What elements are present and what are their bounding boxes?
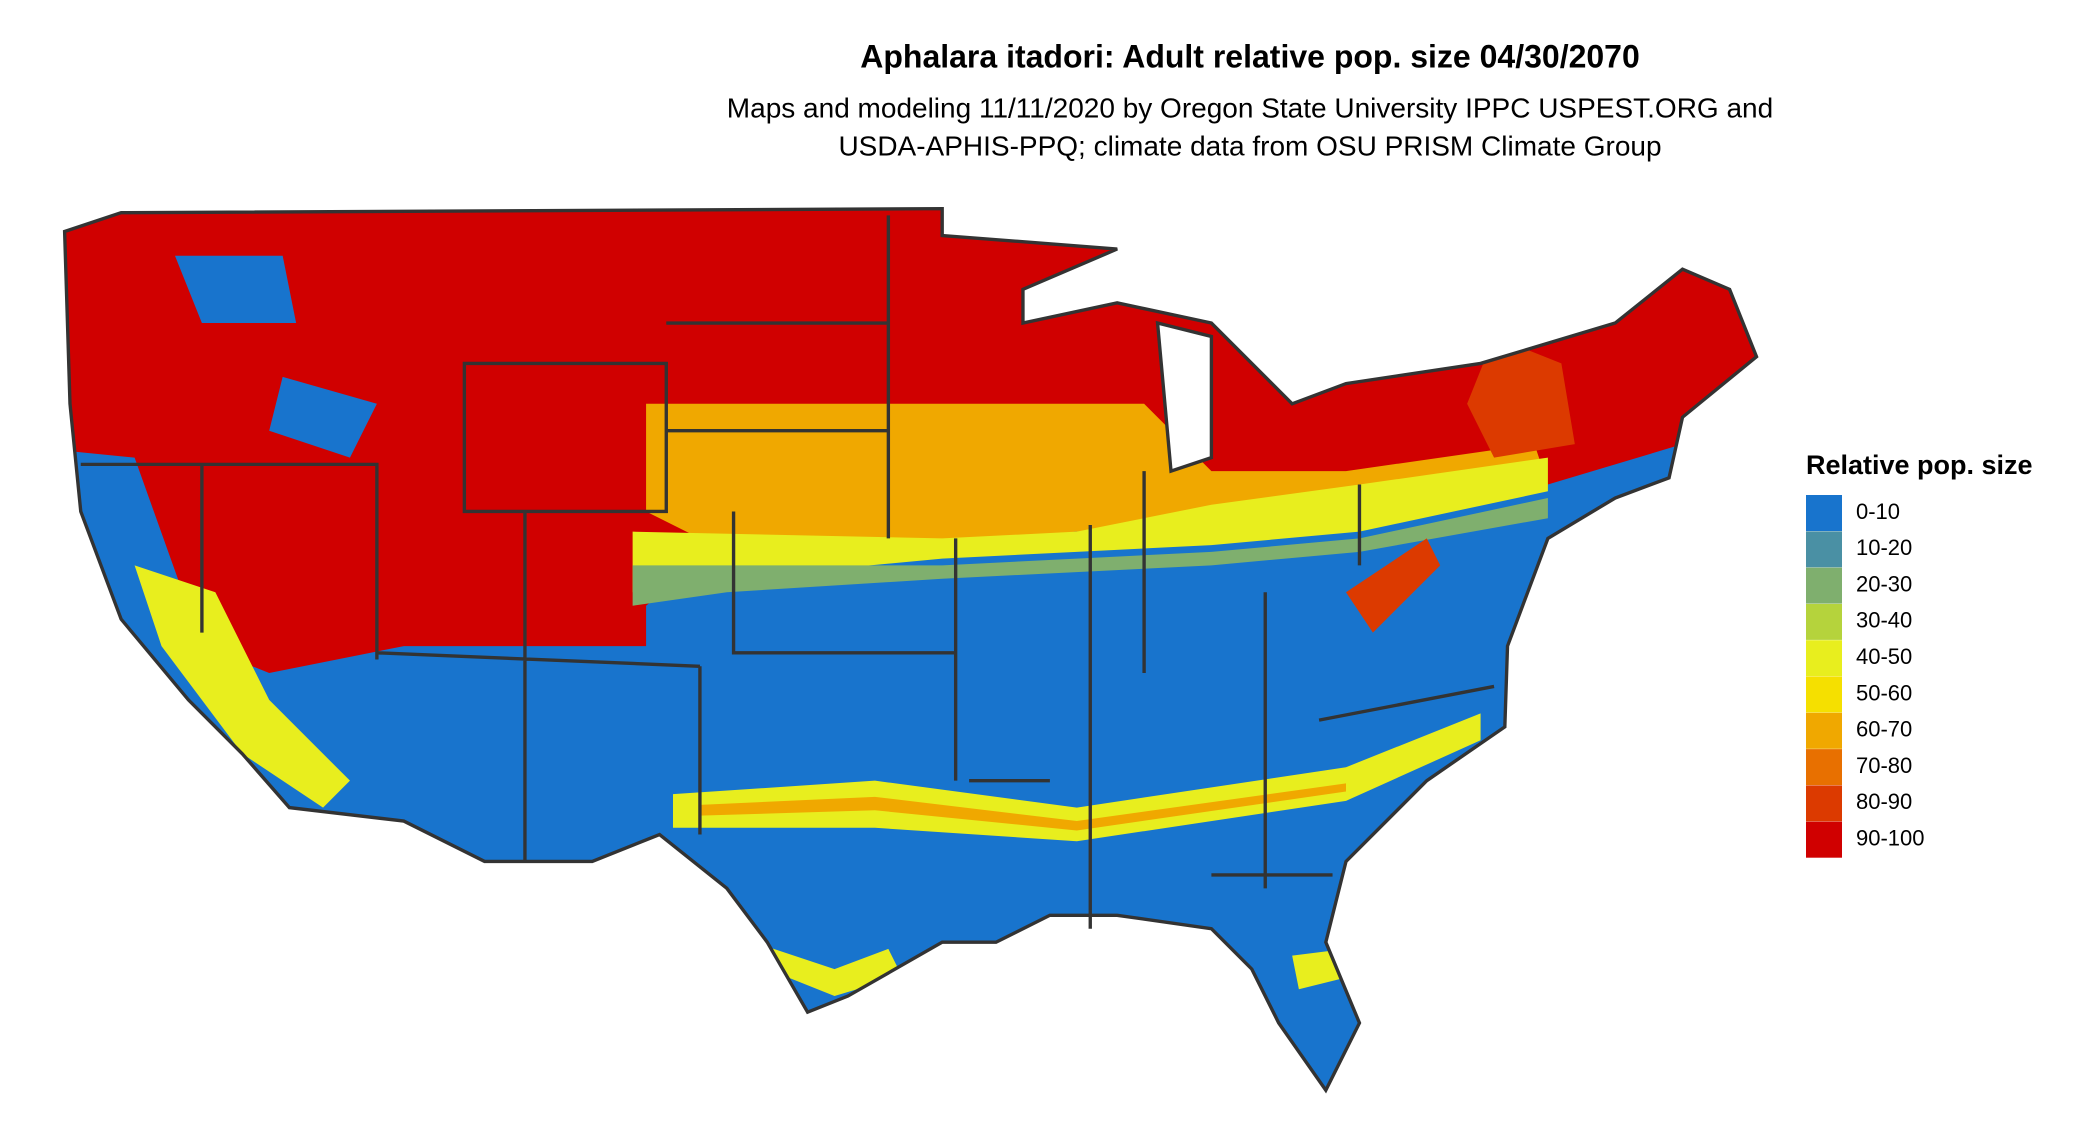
legend-swatch [1806,640,1842,677]
legend: 0-10 10-20 20-30 30-40 40-50 50-60 60-70 70-80 8… [1806,495,1925,858]
map [62,206,1759,1094]
legend-swatch [1806,603,1842,640]
legend-label: 90-100 [1856,826,1925,851]
subtitle: Maps and modeling 11/11/2020 by Oregon S… [727,92,1773,123]
legend-label: 0-10 [1856,499,1900,524]
legend-swatch [1806,821,1842,858]
legend-swatch [1806,495,1842,531]
legend-swatch [1806,676,1842,713]
legend-swatch [1806,567,1842,604]
legend-title: Relative pop. size [1806,450,2033,480]
legend-label: 50-60 [1856,680,1912,705]
legend-label: 80-90 [1856,789,1912,814]
legend-label: 30-40 [1856,608,1912,633]
legend-label: 70-80 [1856,753,1912,778]
legend-label: 60-70 [1856,717,1912,742]
legend-label: 20-30 [1856,571,1912,596]
legend-swatch [1806,749,1842,786]
legend-label: 10-20 [1856,535,1912,560]
subtitle: USDA-APHIS-PPQ; climate data from OSU PR… [838,130,1661,161]
legend-swatch [1806,785,1842,822]
legend-swatch [1806,712,1842,749]
title: Aphalara itadori: Adult relative pop. si… [860,38,1640,74]
legend-label: 40-50 [1856,644,1912,669]
legend-swatch [1806,531,1842,568]
